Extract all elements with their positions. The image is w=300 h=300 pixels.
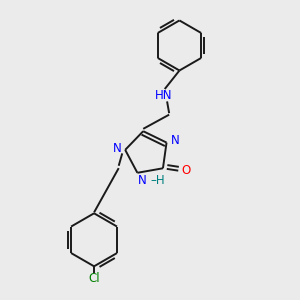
Text: O: O xyxy=(181,164,190,177)
Text: N: N xyxy=(138,174,147,187)
Text: N: N xyxy=(112,142,121,155)
Text: –H: –H xyxy=(151,174,165,187)
Text: HN: HN xyxy=(154,89,172,102)
Text: N: N xyxy=(170,134,179,147)
Text: Cl: Cl xyxy=(88,272,100,285)
